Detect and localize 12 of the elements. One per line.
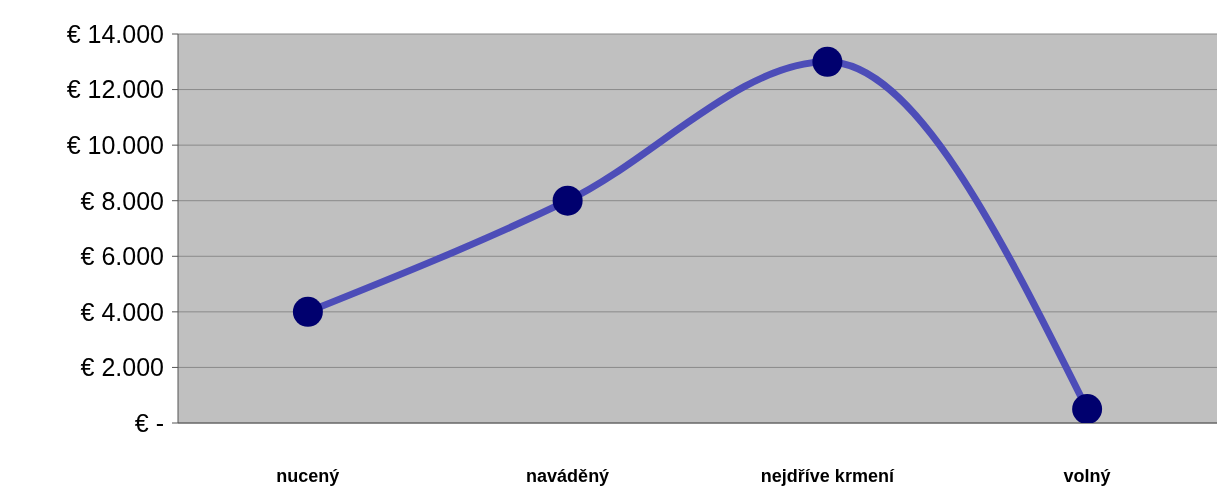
x-tick-label: naváděný (526, 465, 610, 486)
y-tick-label: € 12.000 (66, 75, 164, 104)
y-tick-label: € - (134, 408, 164, 437)
y-tick-label: € 14.000 (66, 19, 164, 48)
y-tick-label: € 8.000 (80, 186, 164, 215)
y-tick-label: € 4.000 (80, 297, 164, 326)
y-tick-label: € 6.000 (80, 242, 164, 271)
y-tick-label: € 10.000 (66, 131, 164, 160)
y-tick-label: € 2.000 (80, 353, 164, 382)
x-tick-label: nucený (276, 465, 340, 486)
x-tick-label: volný (1063, 465, 1111, 486)
x-tick-label: nejdříve krmení (760, 465, 895, 486)
